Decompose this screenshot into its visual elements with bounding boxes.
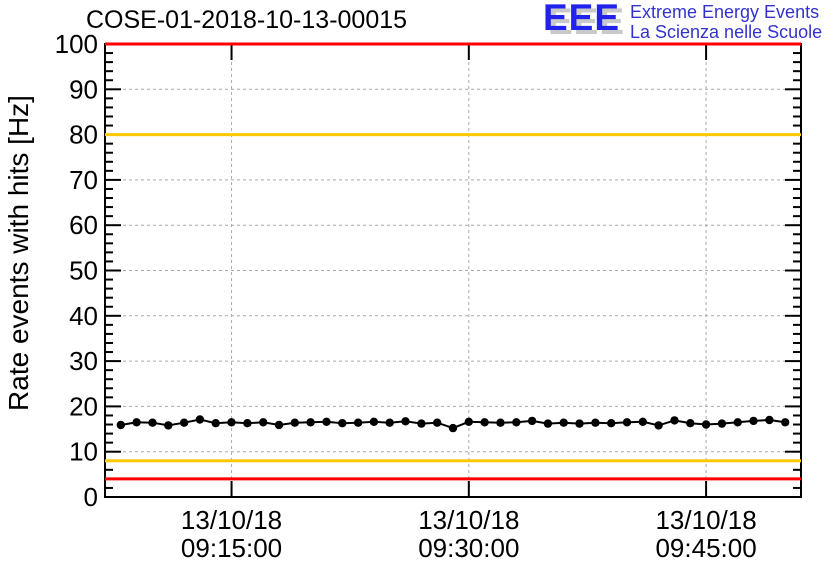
data-point: [306, 418, 315, 427]
data-point: [227, 418, 236, 427]
data-point: [195, 415, 205, 424]
data-point: [274, 420, 284, 430]
y-tick-label: 40: [69, 301, 98, 331]
y-tick-label: 30: [69, 346, 98, 376]
data-point: [701, 420, 711, 429]
data-point: [638, 417, 647, 426]
data-point: [369, 417, 379, 426]
y-tick-label: 0: [84, 482, 98, 512]
x-tick-time: 09:30:00: [418, 533, 519, 563]
eee-logo-line1: Extreme Energy Events: [630, 2, 820, 22]
y-tick-label: 100: [55, 29, 98, 59]
data-point: [559, 418, 568, 427]
data-point: [116, 420, 126, 430]
data-point: [654, 421, 663, 430]
eee-logo-acronym: EEE: [543, 0, 621, 38]
data-point: [464, 417, 473, 426]
data-point: [480, 418, 489, 427]
data-point: [622, 418, 632, 427]
data-point: [353, 418, 363, 427]
y-tick-label: 80: [69, 120, 98, 150]
data-point: [179, 418, 189, 427]
data-point: [164, 421, 173, 430]
eee-logo-line2: La Scienza nelle Scuole: [630, 22, 823, 42]
y-tick-label: 90: [69, 74, 98, 104]
y-tick-label: 60: [69, 210, 98, 240]
data-point: [211, 419, 220, 428]
y-tick-label: 10: [69, 437, 98, 467]
data-point: [417, 419, 426, 428]
data-point: [132, 418, 141, 427]
data-point: [243, 419, 252, 428]
data-point: [290, 418, 299, 427]
data-point: [448, 423, 458, 433]
data-point: [496, 418, 505, 427]
data-point: [781, 418, 790, 427]
data-point: [607, 419, 616, 428]
chart-title: COSE-01-2018-10-13-00015: [86, 6, 408, 34]
x-tick-time: 09:45:00: [655, 533, 756, 563]
data-point: [591, 418, 600, 427]
data-point: [749, 416, 758, 426]
eee-logo-text: Extreme Energy Events La Scienza nelle S…: [630, 2, 822, 42]
y-tick-label: 20: [69, 391, 98, 421]
data-point: [733, 418, 742, 427]
data-point: [686, 419, 695, 428]
data-point: [385, 418, 394, 427]
data-point: [401, 417, 410, 426]
data-point: [670, 416, 679, 425]
y-tick-label: 50: [69, 256, 98, 286]
x-tick-date: 13/10/18: [418, 505, 519, 535]
data-point: [433, 418, 442, 427]
data-point: [575, 419, 584, 428]
data-point: [527, 416, 537, 426]
data-point: [259, 418, 268, 427]
data-point: [717, 419, 727, 428]
data-point: [765, 415, 774, 425]
data-point: [512, 418, 521, 427]
data-point: [322, 417, 331, 426]
y-tick-label: 70: [69, 165, 98, 195]
data-point: [543, 419, 553, 428]
data-point: [148, 418, 157, 427]
eee-logo: EEE Extreme Energy Events La Scienza nel…: [542, 0, 836, 42]
x-tick-time: 09:15:00: [181, 533, 282, 563]
data-point: [338, 419, 347, 428]
x-tick-date: 13/10/18: [655, 505, 756, 535]
x-tick-date: 13/10/18: [181, 505, 282, 535]
